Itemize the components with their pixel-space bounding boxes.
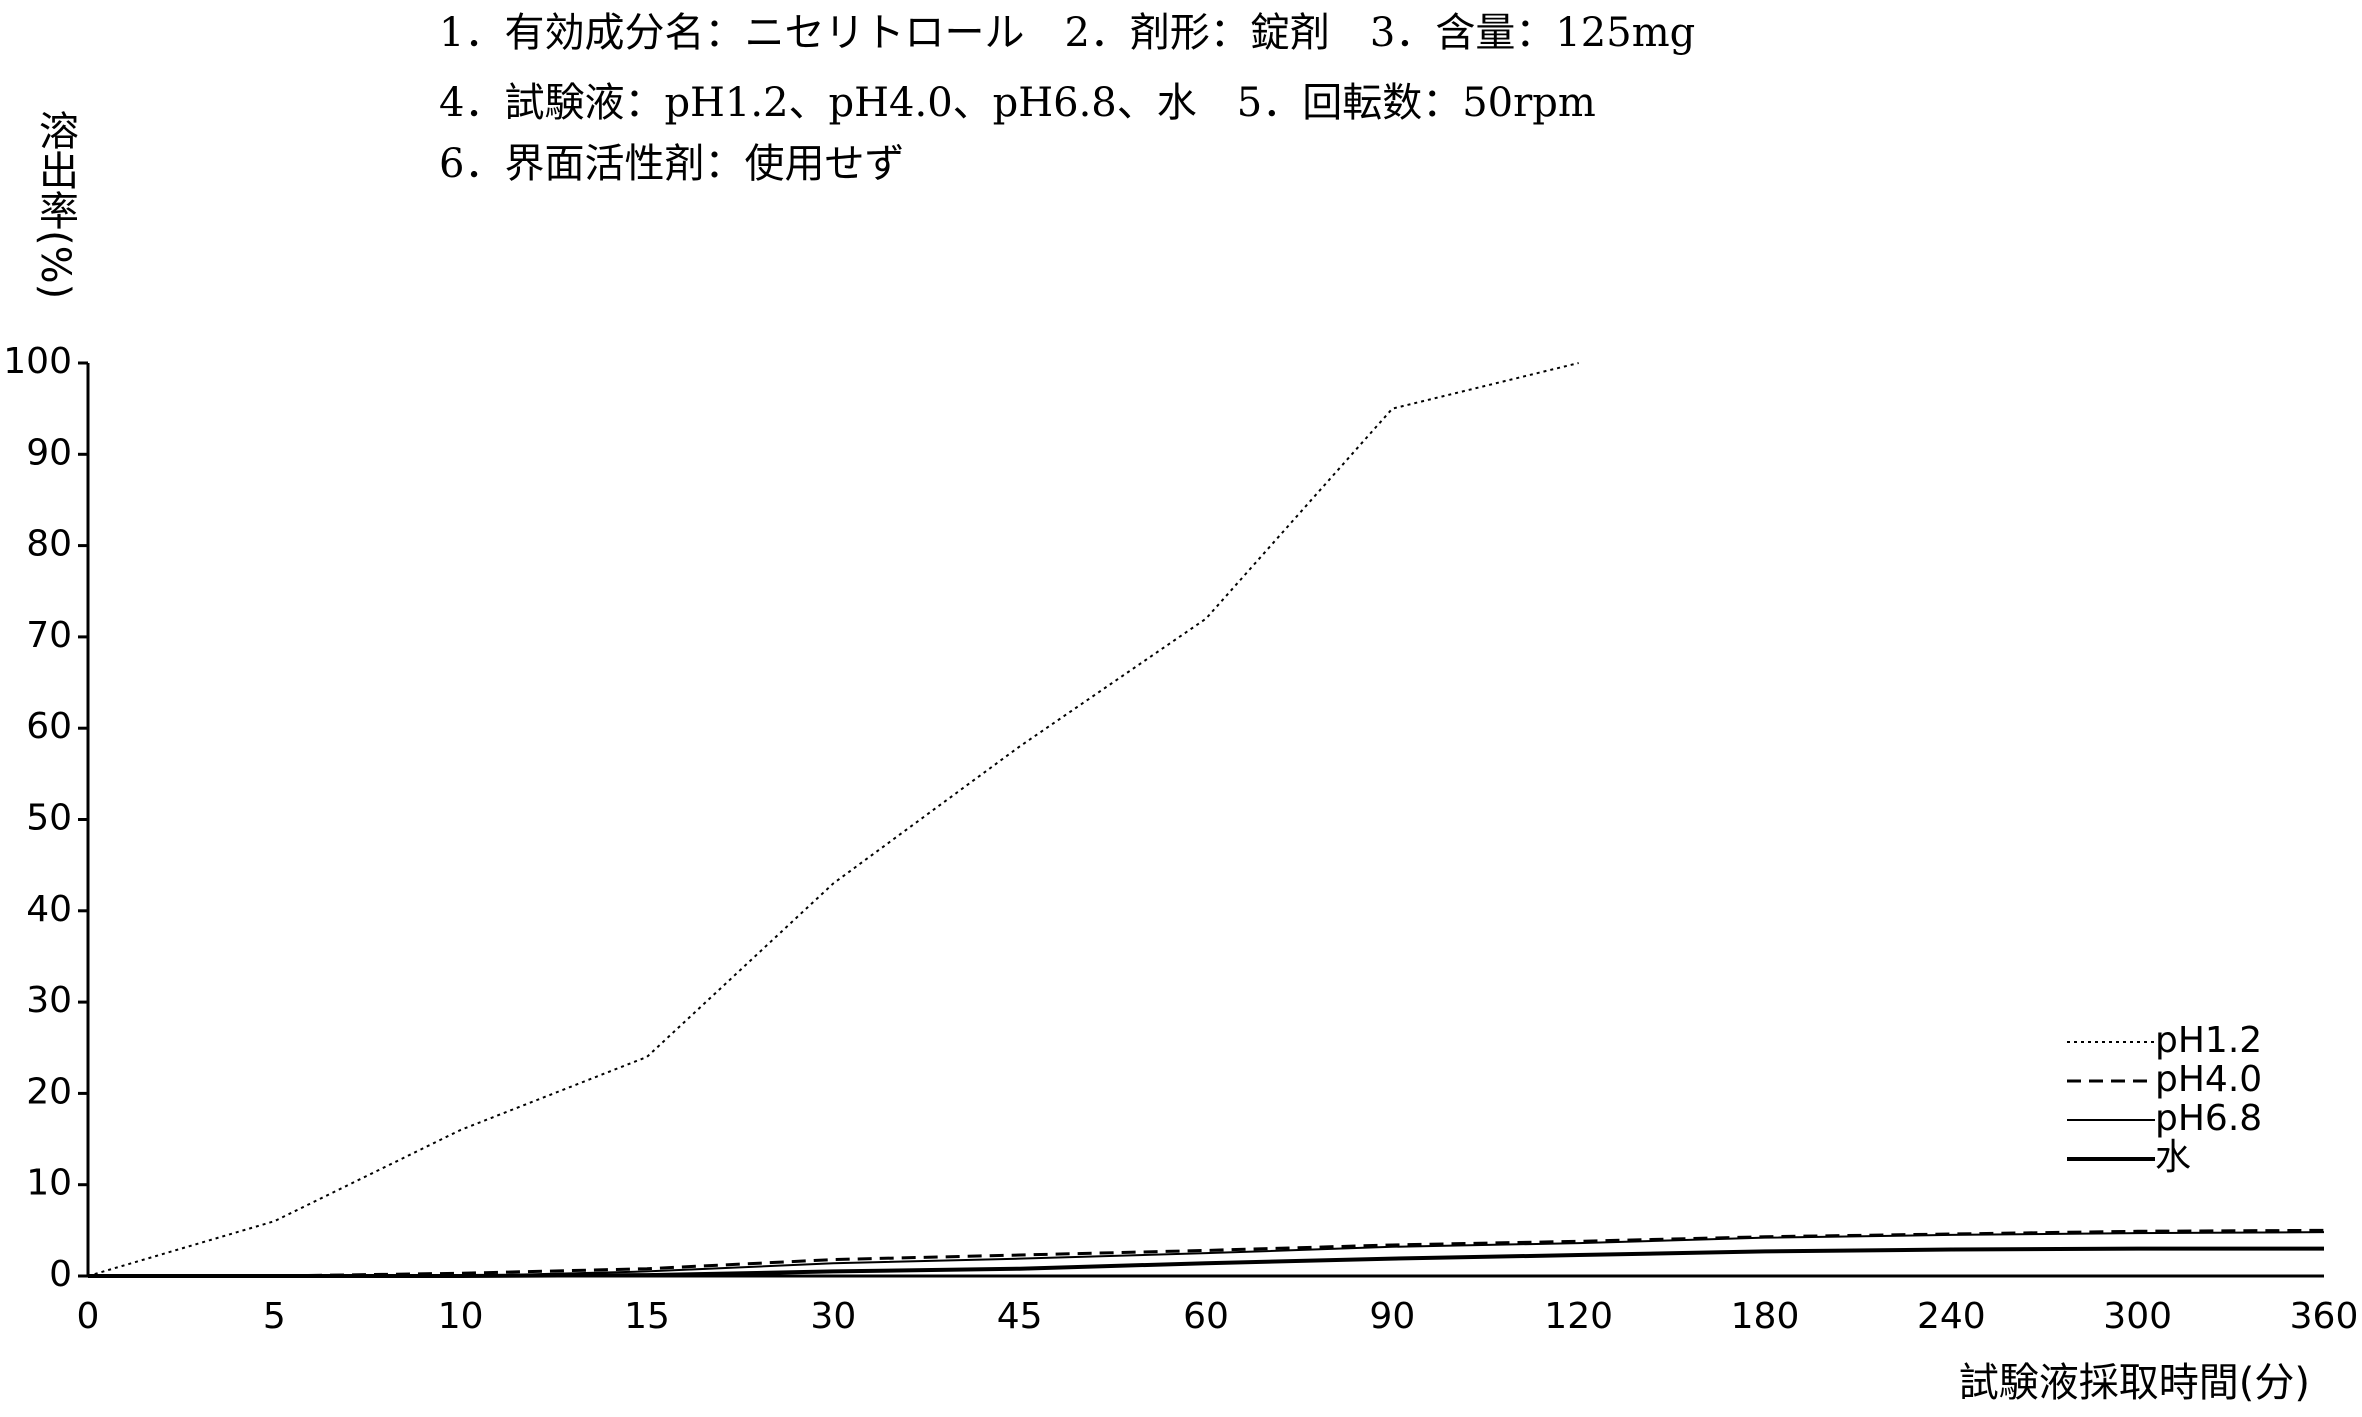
y-tick-label: 80	[26, 524, 72, 565]
y-tick-label: 30	[26, 980, 72, 1021]
x-tick-label: 60	[1183, 1296, 1229, 1337]
legend-label: pH6.8	[2155, 1098, 2262, 1139]
x-tick-label: 45	[997, 1296, 1043, 1337]
legend-label: 水	[2155, 1137, 2191, 1178]
legend-label: pH1.2	[2155, 1020, 2262, 1061]
y-tick-label: 90	[26, 432, 72, 473]
x-tick-label: 30	[810, 1296, 856, 1337]
y-tick-label: 10	[26, 1163, 72, 1204]
y-tick-label: 20	[26, 1071, 72, 1112]
y-tick-label: 60	[26, 706, 72, 747]
y-tick-label: 50	[26, 798, 72, 839]
x-tick-label: 120	[1544, 1296, 1613, 1337]
x-tick-label: 0	[77, 1296, 100, 1337]
title-line: 6．界面活性剤：使用せず	[439, 141, 904, 187]
x-axis-label: 試験液採取時間(分)	[1959, 1360, 2310, 1406]
y-tick-label: 70	[26, 615, 72, 656]
series-line	[87, 362, 1579, 1277]
y-tick-label: 100	[3, 341, 72, 382]
y-axis-label: 溶出率(%)	[32, 110, 78, 299]
series-line	[88, 1246, 2324, 1278]
series-line	[88, 1231, 2325, 1277]
x-tick-label: 360	[2290, 1296, 2359, 1337]
x-tick-label: 15	[624, 1296, 670, 1337]
x-tick-label: 240	[1917, 1296, 1986, 1337]
title-line: 4．試験液：pH1.2、pH4.0、pH6.8、水 5．回転数：50rpm	[439, 80, 1596, 126]
x-tick-label: 90	[1369, 1296, 1415, 1337]
x-tick-label: 10	[438, 1296, 484, 1337]
x-tick-label: 300	[2103, 1296, 2172, 1337]
x-tick-label: 180	[1731, 1296, 1800, 1337]
title-line: 1．有効成分名：ニセリトロール 2．剤形：錠剤 3．含量：125mg	[439, 10, 1695, 56]
x-tick-label: 5	[263, 1296, 286, 1337]
legend-label: pH4.0	[2155, 1059, 2262, 1100]
y-tick-label: 40	[26, 889, 72, 930]
y-tick-label: 0	[49, 1254, 72, 1295]
